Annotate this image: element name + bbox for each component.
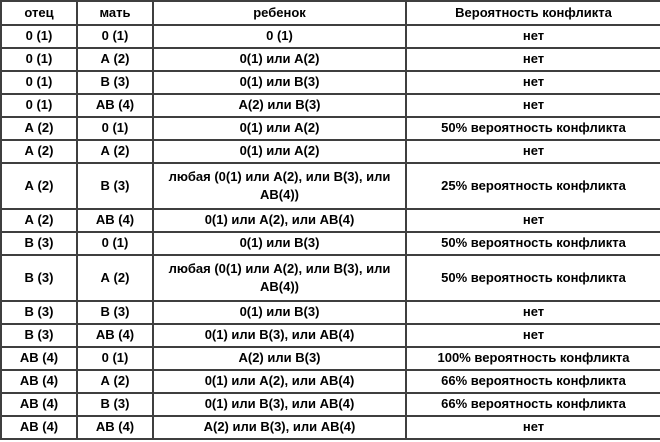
cell-child: 0(1) или А(2)	[152, 139, 407, 164]
cell-conflict: нет	[405, 208, 660, 233]
cell-child: А(2) или В(3)	[152, 346, 407, 371]
cell-child: А(2) или В(3)	[152, 93, 407, 118]
table-row: 0 (1) АВ (4) А(2) или В(3) нет	[0, 93, 660, 118]
table-row: 0 (1) А (2) 0(1) или А(2) нет	[0, 47, 660, 72]
cell-father: АВ (4)	[0, 369, 78, 394]
table-header-row: отец мать ребенок Вероятность конфликта	[0, 0, 660, 26]
cell-conflict: нет	[405, 415, 660, 440]
table-row: 0 (1) В (3) 0(1) или В(3) нет	[0, 70, 660, 95]
cell-conflict: 50% вероятность конфликта	[405, 254, 660, 302]
cell-conflict: 66% вероятность конфликта	[405, 369, 660, 394]
cell-child: 0(1) или В(3)	[152, 231, 407, 256]
cell-conflict: 50% вероятность конфликта	[405, 116, 660, 141]
cell-child: любая (0(1) или А(2), или В(3), или АВ(4…	[152, 162, 407, 210]
cell-father: 0 (1)	[0, 93, 78, 118]
table-row: АВ (4) АВ (4) А(2) или В(3), или АВ(4) н…	[0, 415, 660, 440]
cell-conflict: нет	[405, 47, 660, 72]
col-header-child: ребенок	[152, 0, 407, 26]
table-row: В (3) АВ (4) 0(1) или В(3), или АВ(4) не…	[0, 323, 660, 348]
table-row: АВ (4) В (3) 0(1) или В(3), или АВ(4) 66…	[0, 392, 660, 417]
cell-mother: 0 (1)	[76, 231, 154, 256]
cell-father: В (3)	[0, 231, 78, 256]
cell-conflict: 50% вероятность конфликта	[405, 231, 660, 256]
cell-mother: В (3)	[76, 70, 154, 95]
cell-child: 0(1) или В(3)	[152, 300, 407, 325]
cell-child: 0(1) или В(3), или АВ(4)	[152, 323, 407, 348]
cell-father: АВ (4)	[0, 415, 78, 440]
cell-conflict: 66% вероятность конфликта	[405, 392, 660, 417]
cell-conflict: нет	[405, 93, 660, 118]
cell-conflict: нет	[405, 139, 660, 164]
cell-conflict: нет	[405, 300, 660, 325]
cell-conflict: 25% вероятность конфликта	[405, 162, 660, 210]
cell-father: А (2)	[0, 116, 78, 141]
table-row: АВ (4) 0 (1) А(2) или В(3) 100% вероятно…	[0, 346, 660, 371]
cell-child: 0(1) или А(2)	[152, 47, 407, 72]
table-row: В (3) В (3) 0(1) или В(3) нет	[0, 300, 660, 325]
cell-mother: В (3)	[76, 300, 154, 325]
cell-mother: В (3)	[76, 162, 154, 210]
table-row: А (2) АВ (4) 0(1) или А(2), или АВ(4) не…	[0, 208, 660, 233]
cell-mother: АВ (4)	[76, 415, 154, 440]
cell-mother: 0 (1)	[76, 24, 154, 49]
cell-child: 0(1) или В(3), или АВ(4)	[152, 392, 407, 417]
cell-father: А (2)	[0, 162, 78, 210]
cell-father: 0 (1)	[0, 24, 78, 49]
col-header-mother: мать	[76, 0, 154, 26]
cell-father: АВ (4)	[0, 346, 78, 371]
col-header-father: отец	[0, 0, 78, 26]
cell-child: 0(1) или А(2)	[152, 116, 407, 141]
table-row: АВ (4) А (2) 0(1) или А(2), или АВ(4) 66…	[0, 369, 660, 394]
cell-father: В (3)	[0, 300, 78, 325]
cell-father: АВ (4)	[0, 392, 78, 417]
cell-conflict: нет	[405, 70, 660, 95]
cell-child: А(2) или В(3), или АВ(4)	[152, 415, 407, 440]
cell-conflict: нет	[405, 24, 660, 49]
table-row: А (2) 0 (1) 0(1) или А(2) 50% вероятност…	[0, 116, 660, 141]
cell-father: А (2)	[0, 208, 78, 233]
cell-mother: 0 (1)	[76, 346, 154, 371]
cell-child: 0(1) или А(2), или АВ(4)	[152, 208, 407, 233]
cell-father: 0 (1)	[0, 70, 78, 95]
cell-child: 0(1) или В(3)	[152, 70, 407, 95]
table-row: А (2) А (2) 0(1) или А(2) нет	[0, 139, 660, 164]
cell-mother: А (2)	[76, 139, 154, 164]
cell-mother: А (2)	[76, 254, 154, 302]
cell-mother: АВ (4)	[76, 208, 154, 233]
cell-mother: В (3)	[76, 392, 154, 417]
table-row: В (3) А (2) любая (0(1) или А(2), или В(…	[0, 254, 660, 302]
table-row: А (2) В (3) любая (0(1) или А(2), или В(…	[0, 162, 660, 210]
cell-child: любая (0(1) или А(2), или В(3), или АВ(4…	[152, 254, 407, 302]
cell-mother: АВ (4)	[76, 323, 154, 348]
cell-father: А (2)	[0, 139, 78, 164]
cell-child: 0(1) или А(2), или АВ(4)	[152, 369, 407, 394]
cell-father: В (3)	[0, 323, 78, 348]
cell-conflict: 100% вероятность конфликта	[405, 346, 660, 371]
cell-mother: А (2)	[76, 47, 154, 72]
table-row: В (3) 0 (1) 0(1) или В(3) 50% вероятност…	[0, 231, 660, 256]
cell-father: 0 (1)	[0, 47, 78, 72]
cell-mother: А (2)	[76, 369, 154, 394]
table-row: 0 (1) 0 (1) 0 (1) нет	[0, 24, 660, 49]
cell-father: В (3)	[0, 254, 78, 302]
col-header-conflict-probability: Вероятность конфликта	[405, 0, 660, 26]
cell-mother: 0 (1)	[76, 116, 154, 141]
cell-mother: АВ (4)	[76, 93, 154, 118]
cell-conflict: нет	[405, 323, 660, 348]
cell-child: 0 (1)	[152, 24, 407, 49]
